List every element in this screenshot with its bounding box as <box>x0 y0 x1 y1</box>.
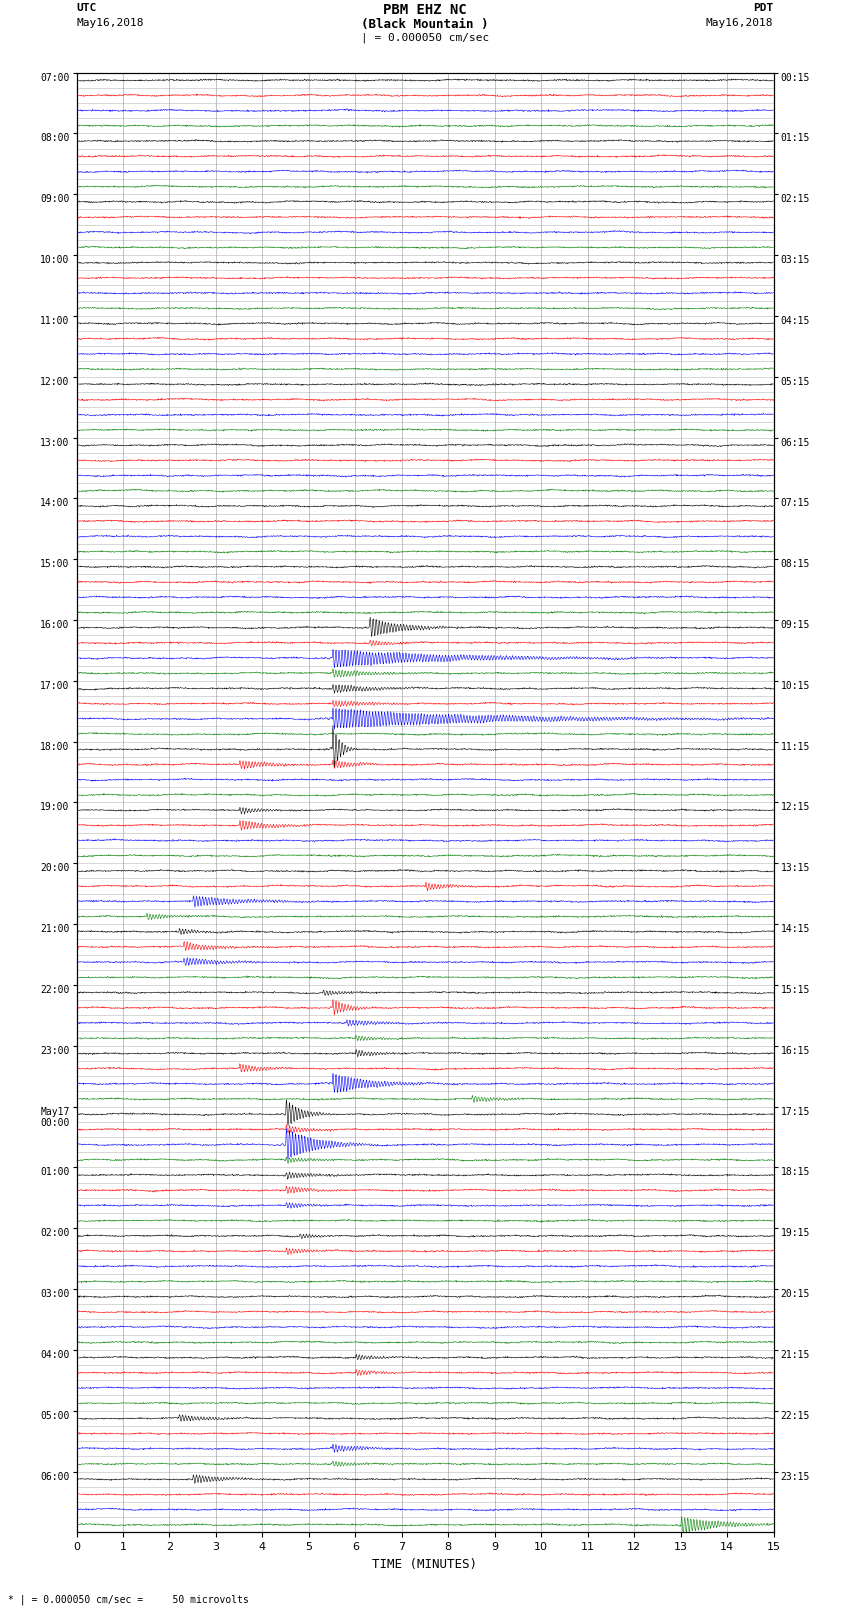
Text: UTC: UTC <box>76 3 97 13</box>
Text: | = 0.000050 cm/sec: | = 0.000050 cm/sec <box>361 32 489 44</box>
Text: * | = 0.000050 cm/sec =     50 microvolts: * | = 0.000050 cm/sec = 50 microvolts <box>8 1594 249 1605</box>
Text: PDT: PDT <box>753 3 774 13</box>
Text: May16,2018: May16,2018 <box>706 18 774 27</box>
Text: (Black Mountain ): (Black Mountain ) <box>361 18 489 31</box>
Text: May16,2018: May16,2018 <box>76 18 144 27</box>
X-axis label: TIME (MINUTES): TIME (MINUTES) <box>372 1558 478 1571</box>
Text: PBM EHZ NC: PBM EHZ NC <box>383 3 467 18</box>
